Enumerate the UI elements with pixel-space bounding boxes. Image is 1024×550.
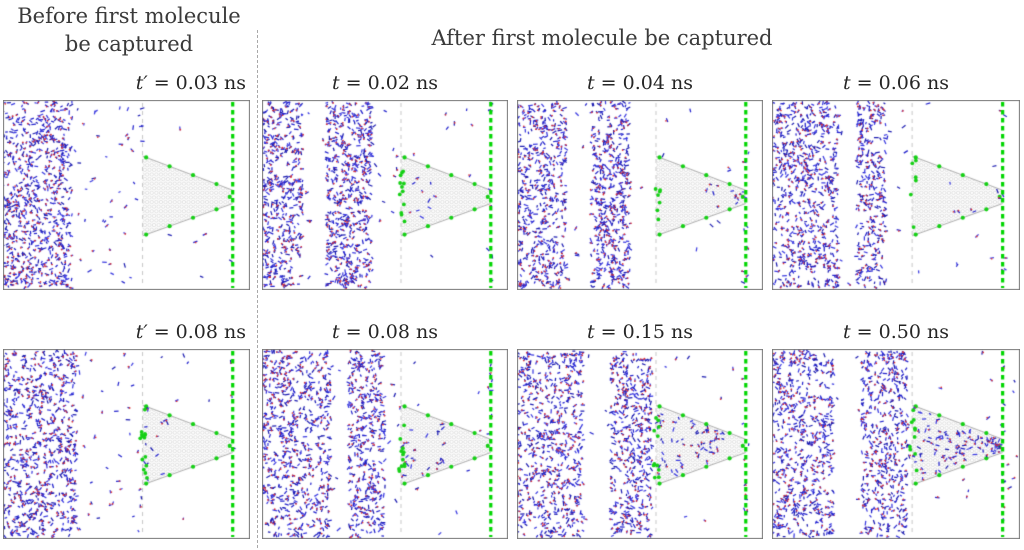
- time-variable: t′: [135, 72, 148, 94]
- time-variable: t: [332, 72, 340, 94]
- time-label: t = 0.04 ns: [517, 70, 763, 97]
- time-label: t = 0.50 ns: [772, 319, 1020, 346]
- panel-tprime-0.08ns: t′ = 0.08 ns: [3, 319, 250, 539]
- simulation-snapshot-canvas: [517, 100, 763, 290]
- simulation-snapshot-canvas: [3, 100, 250, 290]
- figure-title-before: Before first molecule be captured: [0, 2, 258, 58]
- time-value: = 0.04 ns: [594, 72, 693, 94]
- time-label: t′ = 0.08 ns: [3, 319, 250, 346]
- time-value: = 0.02 ns: [339, 72, 438, 94]
- time-value: = 0.08 ns: [339, 321, 438, 343]
- time-variable: t: [587, 321, 595, 343]
- time-label: t = 0.15 ns: [517, 319, 763, 346]
- simulation-snapshot-canvas: [772, 100, 1020, 290]
- panel-t-0.02ns: t = 0.02 ns: [262, 70, 508, 290]
- panel-t-0.15ns: t = 0.15 ns: [517, 319, 763, 539]
- time-variable: t′: [135, 321, 148, 343]
- simulation-snapshot-canvas: [262, 349, 508, 539]
- time-variable: t: [332, 321, 340, 343]
- time-value: = 0.03 ns: [147, 72, 246, 94]
- time-variable: t: [587, 72, 595, 94]
- time-label: t = 0.02 ns: [262, 70, 508, 97]
- time-label: t = 0.08 ns: [262, 319, 508, 346]
- panel-t-0.04ns: t = 0.04 ns: [517, 70, 763, 290]
- figure-title-after: After first molecule be captured: [431, 26, 773, 50]
- panel-t-0.50ns: t = 0.50 ns: [772, 319, 1020, 539]
- simulation-snapshot-canvas: [772, 349, 1020, 539]
- time-label: t = 0.06 ns: [772, 70, 1020, 97]
- before-title-line1: Before first molecule: [17, 4, 241, 28]
- panel-t-0.06ns: t = 0.06 ns: [772, 70, 1020, 290]
- panel-tprime-0.03ns: t′ = 0.03 ns: [3, 70, 250, 290]
- time-value: = 0.08 ns: [147, 321, 246, 343]
- panel-t-0.08ns: t = 0.08 ns: [262, 319, 508, 539]
- time-value: = 0.50 ns: [850, 321, 949, 343]
- time-variable: t: [843, 72, 851, 94]
- before-title-line2: be captured: [64, 32, 194, 56]
- simulation-snapshot-canvas: [262, 100, 508, 290]
- time-value: = 0.06 ns: [850, 72, 949, 94]
- simulation-snapshot-canvas: [517, 349, 763, 539]
- time-value: = 0.15 ns: [594, 321, 693, 343]
- time-variable: t: [843, 321, 851, 343]
- time-label: t′ = 0.03 ns: [3, 70, 250, 97]
- column-divider-line: [257, 30, 258, 548]
- simulation-snapshot-canvas: [3, 349, 250, 539]
